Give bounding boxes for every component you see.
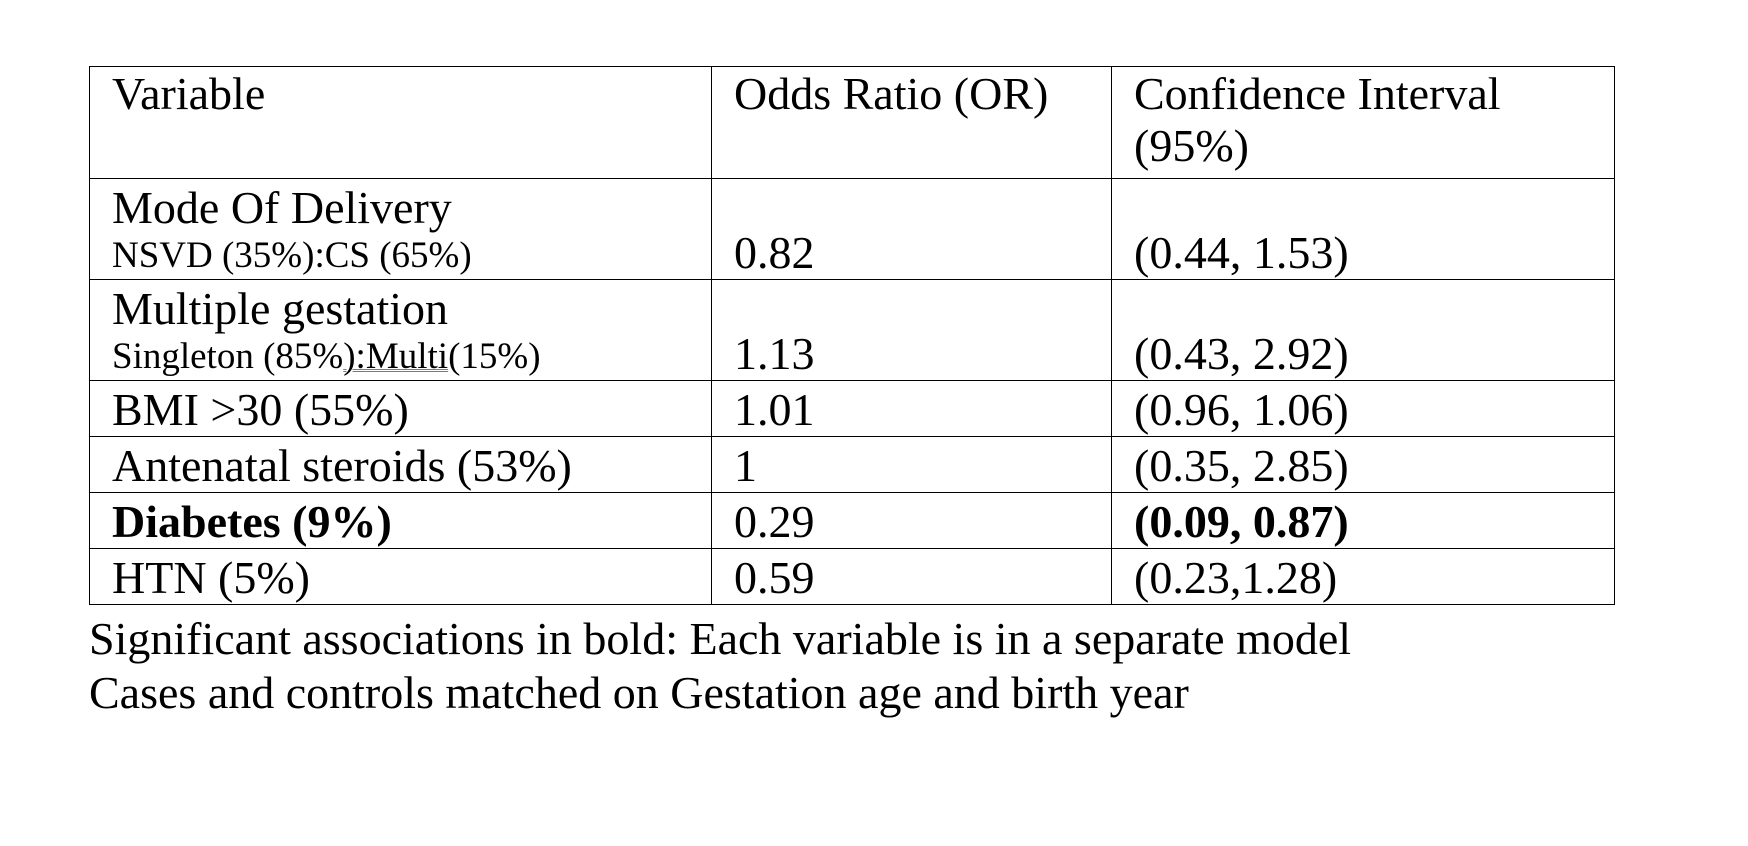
variable-detail-text: Singleton (85%	[112, 336, 344, 377]
table-row: Mode Of Delivery NSVD (35%):CS (65%) 0.8…	[89, 178, 1615, 280]
variable-cell: Multiple gestation Singleton (85%):Multi…	[89, 279, 712, 381]
variable-cell: Diabetes (9%)	[89, 492, 712, 549]
variable-detail: Singleton (85%):Multi(15%)	[112, 334, 711, 380]
table-row-significant: Diabetes (9%) 0.29 (0.09, 0.87)	[89, 492, 1615, 549]
table-row: BMI >30 (55%) 1.01 (0.96, 1.06)	[89, 380, 1615, 437]
table-header-row: Variable Odds Ratio (OR) Confidence Inte…	[89, 66, 1615, 179]
footnote-matching: Cases and controls matched on Gestation …	[89, 667, 1189, 718]
variable-detail: NSVD (35%):CS (65%)	[112, 233, 711, 279]
odds-ratio-cell: 1.01	[711, 380, 1112, 437]
odds-ratio-table: Variable Odds Ratio (OR) Confidence Inte…	[89, 66, 1615, 605]
odds-ratio-cell: 0.82	[711, 178, 1112, 280]
variable-cell: Antenatal steroids (53%)	[89, 436, 712, 493]
table-row: Multiple gestation Singleton (85%):Multi…	[89, 279, 1615, 381]
confidence-interval-cell: (0.35, 2.85)	[1111, 436, 1615, 493]
confidence-interval-cell: (0.09, 0.87)	[1111, 492, 1615, 549]
footnote-significance: Significant associations in bold: Each v…	[89, 613, 1352, 664]
table-row: HTN (5%) 0.59 (0.23,1.28)	[89, 548, 1615, 605]
odds-ratio-cell: 0.59	[711, 548, 1112, 605]
confidence-interval-cell: (0.23,1.28)	[1111, 548, 1615, 605]
header-confidence-interval: Confidence Interval (95%)	[1111, 66, 1615, 179]
confidence-interval-cell: (0.44, 1.53)	[1111, 178, 1615, 280]
table-row: Antenatal steroids (53%) 1 (0.35, 2.85)	[89, 436, 1615, 493]
odds-ratio-cell: 1	[711, 436, 1112, 493]
header-odds-ratio: Odds Ratio (OR)	[711, 66, 1112, 179]
odds-ratio-cell: 1.13	[711, 279, 1112, 381]
variable-cell: BMI >30 (55%)	[89, 380, 712, 437]
variable-name: Multiple gestation	[112, 283, 449, 334]
variable-cell: Mode Of Delivery NSVD (35%):CS (65%)	[89, 178, 712, 280]
variable-detail-underlined-text: ):Multi	[343, 336, 449, 377]
confidence-interval-cell: (0.96, 1.06)	[1111, 380, 1615, 437]
variable-detail-text: NSVD (35%):CS (65%)	[112, 235, 472, 276]
confidence-interval-cell: (0.43, 2.92)	[1111, 279, 1615, 381]
variable-detail-text-end: (15%)	[448, 336, 541, 377]
table-footnotes: Significant associations in bold: Each v…	[89, 612, 1351, 720]
variable-name: Mode Of Delivery	[112, 182, 452, 233]
odds-ratio-cell: 0.29	[711, 492, 1112, 549]
variable-cell: HTN (5%)	[89, 548, 712, 605]
header-variable: Variable	[89, 66, 712, 179]
